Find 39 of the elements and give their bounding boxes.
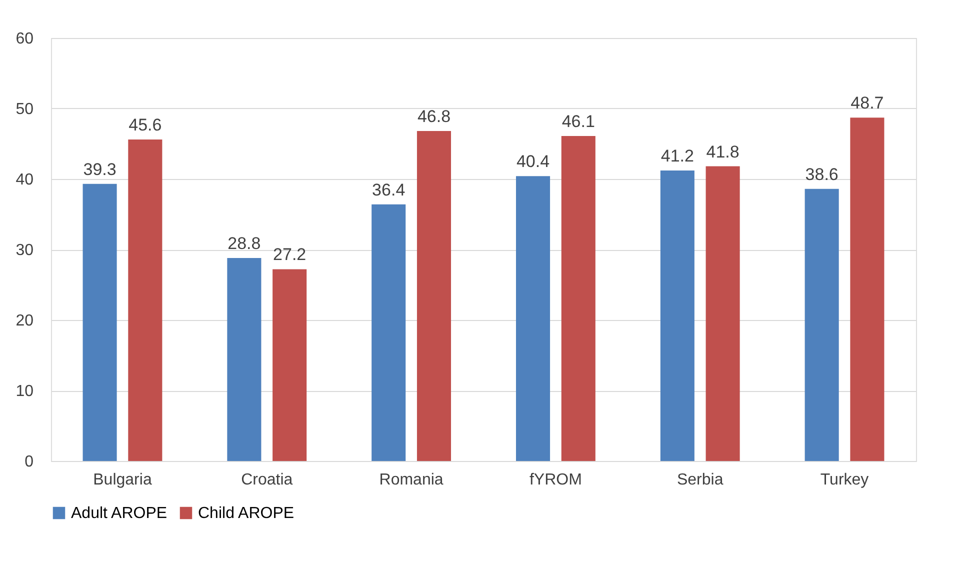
data-label: 28.8 <box>228 234 261 253</box>
y-tick-label: 30 <box>16 242 34 259</box>
bar <box>272 269 307 461</box>
legend-label: Adult AROPE <box>71 505 168 522</box>
bar <box>416 131 452 461</box>
data-label: 41.8 <box>706 142 740 162</box>
x-tick-label: Croatia <box>241 472 293 488</box>
bar <box>128 140 162 461</box>
y-tick-label: 40 <box>16 172 34 188</box>
x-tick-label: Bulgaria <box>93 472 152 488</box>
data-label: 40.4 <box>516 152 550 172</box>
bar <box>82 184 117 461</box>
y-tick-label: 60 <box>16 30 34 48</box>
bar <box>660 170 694 461</box>
data-label: 27.2 <box>273 245 306 264</box>
bar <box>804 188 839 461</box>
x-tick-label: Serbia <box>676 472 724 488</box>
y-tick-label: 50 <box>16 101 34 118</box>
bar <box>561 136 596 461</box>
y-tick-label: 20 <box>16 312 34 330</box>
data-label: 41.2 <box>660 146 694 166</box>
data-label: 39.3 <box>83 160 116 179</box>
bar <box>372 204 406 461</box>
legend-label: Child AROPE <box>198 505 294 522</box>
bar <box>516 176 550 461</box>
data-label: 46.8 <box>417 107 451 126</box>
x-tick-label: Turkey <box>820 472 869 488</box>
x-tick-label: Romania <box>379 472 444 488</box>
y-tick-label: 0 <box>24 454 34 470</box>
data-label: 38.6 <box>805 164 838 184</box>
data-label: 48.7 <box>850 94 884 113</box>
y-tick-label: 10 <box>16 383 34 400</box>
data-label: 36.4 <box>372 180 406 200</box>
bar <box>706 166 740 461</box>
data-label: 46.1 <box>562 112 595 131</box>
bar <box>227 258 262 461</box>
data-label: 45.6 <box>128 116 162 135</box>
bar <box>850 118 884 461</box>
x-tick-label: fYROM <box>529 472 582 488</box>
